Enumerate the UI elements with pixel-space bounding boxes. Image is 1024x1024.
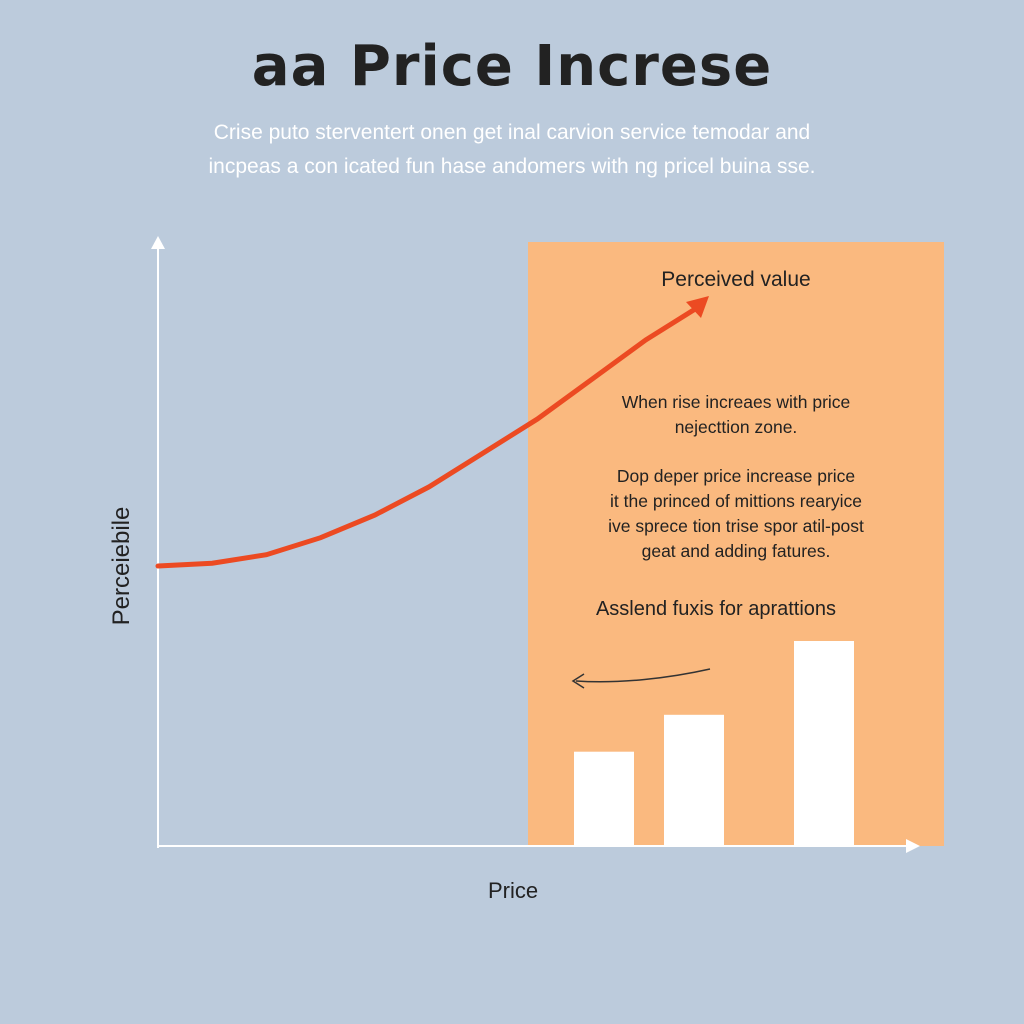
bar-2 xyxy=(664,714,724,846)
zone-subheading: Asslend fuxis for aprattions xyxy=(595,598,837,620)
subtitle-line-2: incpeas a con icated fun hase andomers w… xyxy=(208,155,816,178)
bar-3 xyxy=(794,641,854,846)
perceived-value-curve xyxy=(155,303,703,569)
zone-p2-line-3: ive sprece tion trise spor atil-post xyxy=(608,516,864,536)
left-arrow-icon xyxy=(575,668,711,683)
x-axis-arrow-icon xyxy=(906,839,920,853)
x-axis-label: Price xyxy=(488,878,539,903)
perceived-value-zone xyxy=(528,242,944,846)
zone-p2-line-2: it the princed of mittions rearyice xyxy=(610,491,862,511)
zone-paragraph-2: Dop deper price increase price it the pr… xyxy=(528,464,944,564)
subtitle-line-1: Crise puto sterventert onen get inal car… xyxy=(213,121,811,144)
zone-title: Perceived value xyxy=(661,268,811,291)
chart-title: aa Price Increse xyxy=(251,34,773,99)
y-axis-arrow-icon xyxy=(151,236,165,249)
y-axis-label: Perceiebile xyxy=(108,506,135,626)
zone-p2-line-4: geat and adding fatures. xyxy=(641,541,831,561)
bars-group xyxy=(574,641,854,846)
bar-1 xyxy=(574,751,634,846)
zone-p1-line-1: When rise increaes with price xyxy=(621,392,851,412)
zone-paragraph-1: When rise increaes with price nejecttion… xyxy=(528,390,944,440)
left-arrow-head-icon xyxy=(571,673,585,689)
chart-subtitle: Crise puto sterventert onen get inal car… xyxy=(100,116,924,184)
zone-p1-line-2: nejecttion zone. xyxy=(674,417,798,437)
curve-arrowhead-icon xyxy=(686,296,709,318)
zone-p2-line-1: Dop deper price increase price xyxy=(616,466,856,486)
